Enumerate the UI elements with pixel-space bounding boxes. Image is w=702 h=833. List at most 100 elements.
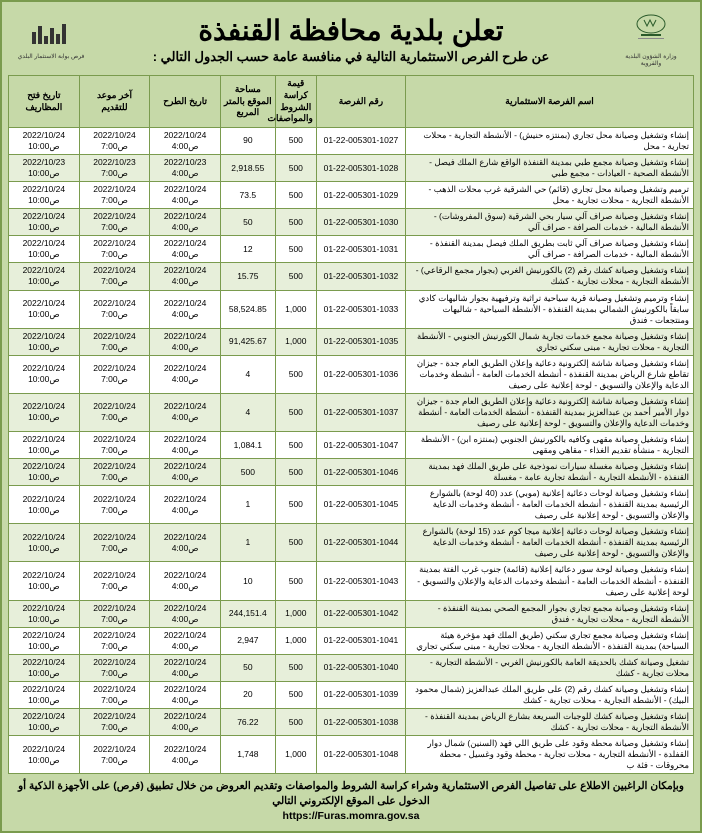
footer-text: وبإمكان الراغبين الاطلاع على تفاصيل الفر… [18,780,684,807]
cell-area: 244,151.4 [220,600,275,627]
cell-opportunity-name: إنشاء وتشغيل وصيانة محل تجاري (بمنتزه حن… [406,127,694,154]
table-row: ترميم وتشغيل وصيانة محل تجاري (قائم) حي … [9,182,694,209]
cell-document-price: 500 [275,459,316,486]
cell-opportunity-name: إنشاء وتشغيل وصيانة مجمع طبي بمدينة القن… [406,155,694,182]
cell-last-date: 2022/10/24ص7:00 [79,328,150,355]
cell-last-date: 2022/10/24ص7:00 [79,709,150,736]
cell-last-date: 2022/10/24ص7:00 [79,182,150,209]
cell-document-price: 500 [275,182,316,209]
cell-last-date: 2022/10/24ص7:00 [79,209,150,236]
cell-last-date: 2022/10/24ص7:00 [79,562,150,600]
cell-opportunity-number: 01-22-005301-1033 [316,290,405,328]
cell-open-date: 2022/10/24ص4:00 [150,236,221,263]
cell-area: 91,425.67 [220,328,275,355]
cell-document-price: 500 [275,355,316,393]
cell-area: 50 [220,654,275,681]
cell-open-date: 2022/10/24ص4:00 [150,654,221,681]
table-row: إنشاء وتشغيل وصيانة محل تجاري (بمنتزه حن… [9,127,694,154]
cell-opportunity-name: إنشاء وتشغيل وصيانة محطة وقود على طريق ا… [406,736,694,774]
cell-opportunity-number: 01-22-005301-1029 [316,182,405,209]
col-header-price: قيمة كراسة الشروط والمواصفات [275,76,316,128]
cell-open-date: 2022/10/24ص4:00 [150,209,221,236]
cell-area: 1 [220,524,275,562]
cell-open-date: 2022/10/24ص4:00 [150,263,221,290]
cell-opportunity-number: 01-22-005301-1036 [316,355,405,393]
table-row: إنشاء وتشغيل وصيانة لوحات دعائية إعلانية… [9,486,694,524]
cell-document-price: 500 [275,393,316,431]
cell-document-price: 500 [275,709,316,736]
cell-last-date: 2022/10/24ص7:00 [79,524,150,562]
cell-document-price: 500 [275,486,316,524]
cell-envelope-date: 2022/10/24ص10:00 [9,524,80,562]
cell-area: 2,918.55 [220,155,275,182]
cell-area: 90 [220,127,275,154]
cell-document-price: 1,000 [275,736,316,774]
table-row: إنشاء وتشغيل وصيانة مجمع طبي بمدينة القن… [9,155,694,182]
cell-document-price: 500 [275,432,316,459]
cell-opportunity-number: 01-22-005301-1032 [316,263,405,290]
table-row: إنشاء وتشغيل وصيانة صراف آلي سيار بحي ال… [9,209,694,236]
cell-open-date: 2022/10/23ص4:00 [150,155,221,182]
cell-document-price: 500 [275,236,316,263]
cell-last-date: 2022/10/24ص7:00 [79,236,150,263]
table-row: إنشاء وتشغيل وصيانة لوحة سور دعائية إعلا… [9,562,694,600]
cell-last-date: 2022/10/24ص7:00 [79,432,150,459]
cell-opportunity-number: 01-22-005301-1042 [316,600,405,627]
col-header-env: تاريخ فتح المظاريف [9,76,80,128]
cell-opportunity-number: 01-22-005301-1043 [316,562,405,600]
cell-area: 15.75 [220,263,275,290]
table-row: إنشاء وتشغيل وصيانة لوحات دعائية إعلانية… [9,524,694,562]
cell-open-date: 2022/10/24ص4:00 [150,600,221,627]
cell-opportunity-name: إنشاء وتشغيل وصيانة كشك للوجبات السريعة … [406,709,694,736]
cell-opportunity-number: 01-22-005301-1045 [316,486,405,524]
footer: وبإمكان الراغبين الاطلاع على تفاصيل الفر… [8,774,694,825]
cell-document-price: 500 [275,654,316,681]
cell-opportunity-name: ترميم وتشغيل وصيانة محل تجاري (قائم) حي … [406,182,694,209]
table-row: إنشاء وتشغيل وصيانة محطة وقود على طريق ا… [9,736,694,774]
table-row: إنشاء وتشغيل وصيانة صراف آلي ثابت بطريق … [9,236,694,263]
cell-open-date: 2022/10/24ص4:00 [150,627,221,654]
cell-open-date: 2022/10/24ص4:00 [150,524,221,562]
cell-envelope-date: 2022/10/24ص10:00 [9,290,80,328]
cell-last-date: 2022/10/24ص7:00 [79,627,150,654]
table-row: إنشاء وتشغيل وصيانة مجمع تجاري سكني (طري… [9,627,694,654]
cell-opportunity-name: إنشاء وتشغيل وصيانة مغسلة سيارات نموذجية… [406,459,694,486]
cell-opportunity-name: إنشاء وتشغيل وصيانة صراف آلي ثابت بطريق … [406,236,694,263]
cell-open-date: 2022/10/24ص4:00 [150,127,221,154]
cell-document-price: 500 [275,127,316,154]
cell-opportunity-name: إنشاء وتشغيل وصيانة شاشة إلكترونية دعائي… [406,355,694,393]
cell-area: 1,748 [220,736,275,774]
cell-document-price: 1,000 [275,290,316,328]
cell-envelope-date: 2022/10/24ص10:00 [9,681,80,708]
table-row: إنشاء وتشغيل وصيانة مجمع خدمات تجارية شم… [9,328,694,355]
cell-document-price: 1,000 [275,627,316,654]
cell-opportunity-name: إنشاء وتشغيل وصيانة صراف آلي سيار بحي ال… [406,209,694,236]
cell-last-date: 2022/10/24ص7:00 [79,127,150,154]
cell-opportunity-number: 01-22-005301-1040 [316,654,405,681]
cell-area: 73.5 [220,182,275,209]
cell-last-date: 2022/10/23ص7:00 [79,155,150,182]
table-row: إنشاء وتشغيل وصيانة كشك رقم (2) بالكورني… [9,263,694,290]
cell-envelope-date: 2022/10/24ص10:00 [9,355,80,393]
footer-url[interactable]: https://Furas.momra.gov.sa [283,809,420,824]
cell-envelope-date: 2022/10/24ص10:00 [9,459,80,486]
cell-area: 4 [220,393,275,431]
cell-opportunity-number: 01-22-005301-1035 [316,328,405,355]
cell-envelope-date: 2022/10/24ص10:00 [9,263,80,290]
cell-last-date: 2022/10/24ص7:00 [79,290,150,328]
furas-logo-caption: فرص بوابة الاستثمار البلدي [16,54,86,61]
cell-last-date: 2022/10/24ص7:00 [79,486,150,524]
cell-opportunity-name: إنشاء وتشغيل وصيانة شاشة إلكترونية دعائي… [406,393,694,431]
cell-open-date: 2022/10/24ص4:00 [150,736,221,774]
cell-envelope-date: 2022/10/24ص10:00 [9,709,80,736]
cell-opportunity-name: إنشاء وتشغيل وصيانة لوحات دعائية إعلانية… [406,524,694,562]
cell-open-date: 2022/10/24ص4:00 [150,432,221,459]
cell-last-date: 2022/10/24ص7:00 [79,654,150,681]
cell-document-price: 500 [275,155,316,182]
cell-opportunity-number: 01-22-005301-1027 [316,127,405,154]
cell-opportunity-number: 01-22-005301-1039 [316,681,405,708]
cell-opportunity-name: إنشاء وتشغيل وصيانة مجمع تجاري سكني (طري… [406,627,694,654]
cell-open-date: 2022/10/24ص4:00 [150,328,221,355]
cell-document-price: 500 [275,562,316,600]
table-row: إنشاء وتشغيل وصيانة مغسلة سيارات نموذجية… [9,459,694,486]
